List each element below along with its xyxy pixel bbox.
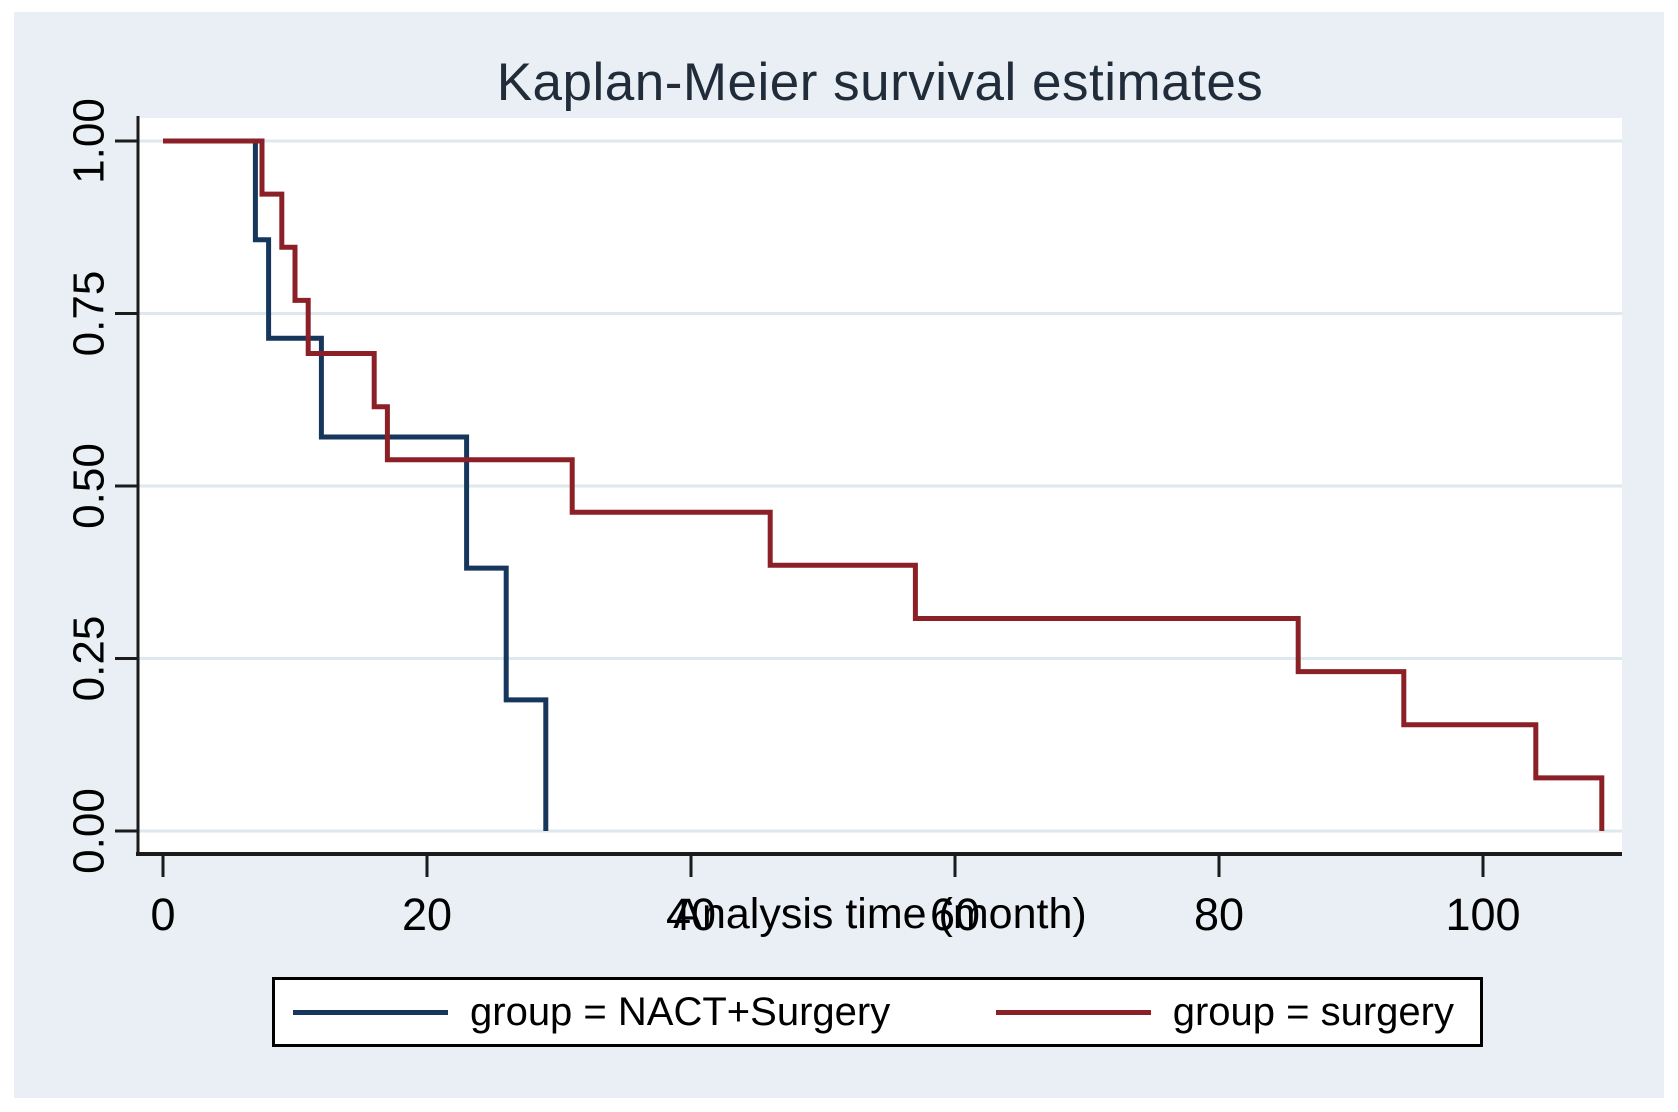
legend-label: group = surgery [1172,989,1454,1034]
legend: group = NACT+Surgery group = surgery [272,977,1483,1047]
legend-item-nact-surgery: group = NACT+Surgery [293,990,890,1035]
legend-label: group = NACT+Surgery [470,989,891,1034]
x-axis-label: Analysis time (month) [673,890,1087,938]
chart-title: Kaplan-Meier survival estimates [496,53,1264,112]
legend-item-surgery: group = surgery [995,989,1454,1035]
legend-key-line-maroon [995,1009,1151,1015]
legend-key-line-navy [293,1009,448,1015]
